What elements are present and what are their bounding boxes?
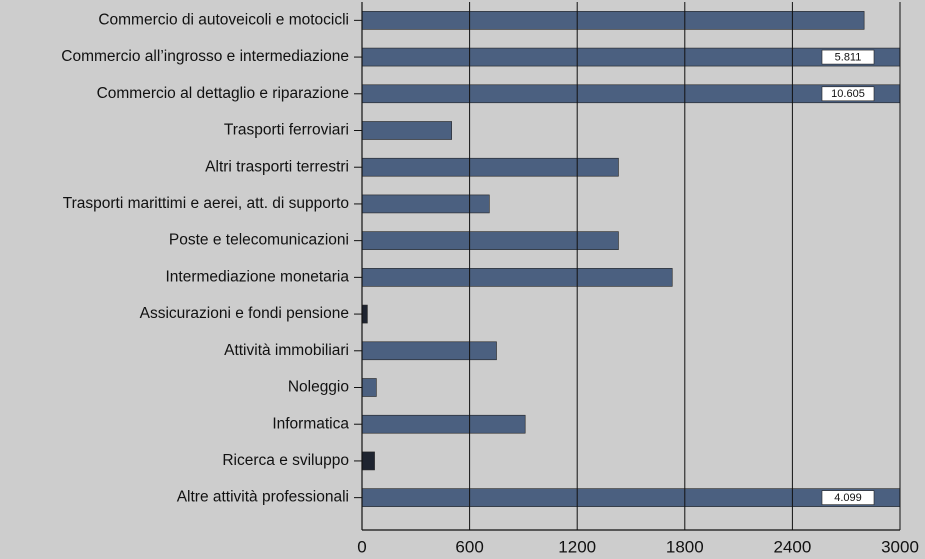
- value-label: 4.099: [834, 492, 862, 504]
- bar: [362, 451, 375, 471]
- y-tick-label: Informatica: [272, 415, 349, 432]
- x-tick-label: 1800: [666, 537, 704, 556]
- x-tick-label: 3000: [881, 537, 919, 556]
- bar: [362, 341, 497, 361]
- plot-area: [362, 11, 900, 507]
- value-label-box: [821, 490, 875, 505]
- y-tick-label: Ricerca e sviluppo: [222, 452, 349, 469]
- y-tick-label: Attività immobiliari: [224, 342, 349, 359]
- bar: [362, 157, 619, 177]
- y-tick-label: Intermediazione monetaria: [165, 268, 349, 285]
- value-label-box: [821, 86, 875, 102]
- y-tick-label: Poste e telecomunicazioni: [169, 232, 349, 249]
- y-tick-label: Trasporti marittimi e aerei, att. di sup…: [63, 195, 349, 212]
- y-tick-label: Trasporti ferroviari: [224, 122, 349, 139]
- bar: [362, 84, 900, 104]
- bar: [362, 268, 673, 287]
- bar: [362, 121, 452, 140]
- y-tick-label: Commercio all’ingrosso e intermediazione: [61, 48, 349, 65]
- y-tick-label: Commercio al dettaglio e riparazione: [97, 85, 349, 102]
- bar: [362, 11, 865, 30]
- x-tick-label: 2400: [773, 537, 811, 556]
- bar: [362, 304, 368, 324]
- y-tick-label: Altre attività professionali: [177, 489, 349, 506]
- value-label: 10.605: [831, 88, 865, 100]
- bar: [362, 414, 526, 434]
- y-tick-label: Commercio di autoveicoli e motocicli: [98, 11, 349, 28]
- x-tick-label: 600: [455, 537, 483, 556]
- x-tick-label: 0: [357, 537, 366, 556]
- y-tick-label: Assicurazioni e fondi pensione: [140, 305, 349, 322]
- bar: [362, 231, 619, 250]
- bar: [362, 378, 377, 397]
- value-label: 5.811: [835, 51, 862, 63]
- bar: [362, 488, 900, 507]
- value-label-box: [821, 49, 875, 65]
- bar: [362, 194, 490, 214]
- y-tick-label: Altri trasporti terrestri: [205, 158, 349, 175]
- bar: [362, 47, 900, 67]
- x-tick-label: 1200: [558, 537, 596, 556]
- y-tick-label: Noleggio: [288, 379, 349, 396]
